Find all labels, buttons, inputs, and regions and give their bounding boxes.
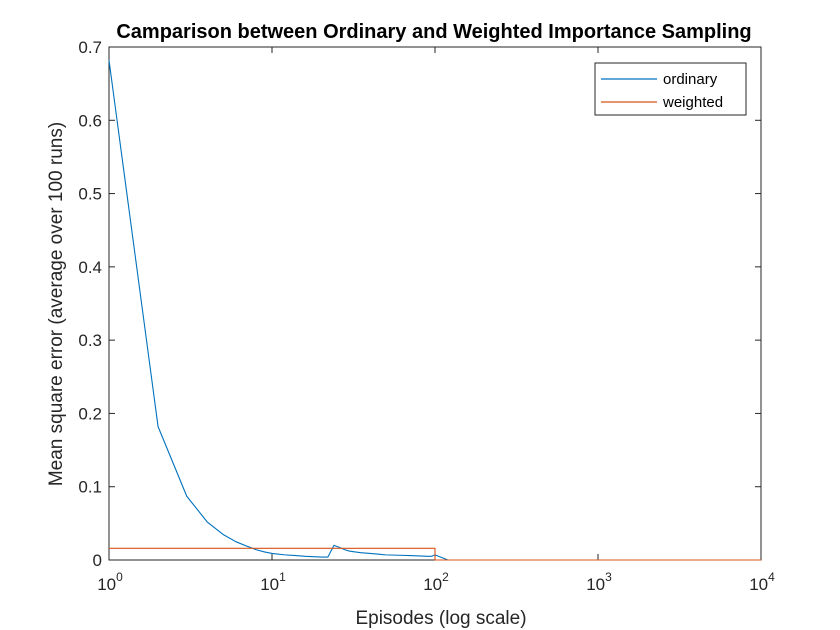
- y-tick-label: 0.6: [78, 111, 102, 130]
- x-tick-label: 103: [586, 570, 612, 594]
- series-layer: [108, 60, 761, 561]
- legend-box: [594, 62, 747, 116]
- y-tick-label: 0.7: [78, 38, 102, 57]
- y-tick-label: 0.3: [78, 331, 102, 350]
- chart-title: Camparison between Ordinary and Weighted…: [116, 21, 751, 43]
- y-axis: 0 0.1 0.2 0.3 0.4 0.5 0.6 0.7: [78, 38, 761, 570]
- y-tick-label: 0.4: [78, 258, 102, 277]
- y-tick-label: 0.2: [78, 404, 102, 423]
- y-tick-label: 0.5: [78, 185, 102, 204]
- y-tick-label: 0.1: [78, 478, 102, 497]
- x-tick-label: 102: [423, 570, 449, 594]
- x-axis-label: Episodes (log scale): [355, 608, 526, 629]
- y-axis-label: Mean square error (average over 100 runs…: [46, 122, 67, 486]
- legend-label: weighted: [662, 94, 723, 111]
- x-tick-label: 104: [749, 570, 775, 594]
- y-tick-label: 0: [93, 551, 102, 570]
- x-tick-label: 101: [260, 570, 286, 594]
- legend-label: ordinary: [663, 71, 718, 88]
- x-tick-label: 100: [97, 570, 123, 594]
- plot-area: [108, 46, 762, 561]
- series-line-weighted: [109, 547, 761, 561]
- x-axis: 100 101 102 103 104: [97, 47, 775, 594]
- legend: ordinary weighted: [594, 62, 747, 116]
